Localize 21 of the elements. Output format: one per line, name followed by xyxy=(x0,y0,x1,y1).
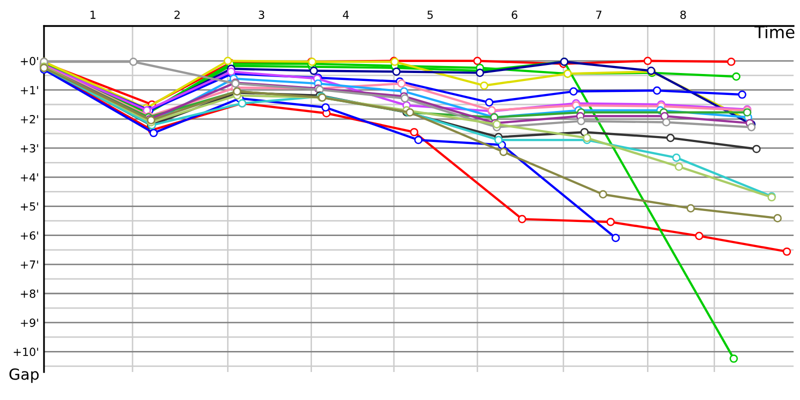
x-tick-label: 7 xyxy=(596,10,602,19)
y-tick-label: +4' xyxy=(20,173,38,182)
x-tick-label: 2 xyxy=(174,10,180,19)
y-tick-label: +1' xyxy=(20,86,38,94)
y-tick-label: +8' xyxy=(20,289,38,298)
x-tick-label: 8 xyxy=(680,10,686,19)
x-tick-label: 4 xyxy=(342,10,349,19)
y-tick-label: +2' xyxy=(20,115,38,124)
x-tick-label: 5 xyxy=(428,10,433,19)
x-tick-label: 3 xyxy=(258,10,264,19)
x-axis-title: Time xyxy=(754,25,794,38)
y-tick-label: +6' xyxy=(20,231,38,240)
y-tick-label: +9' xyxy=(20,318,38,327)
y-tick-label: +10' xyxy=(14,348,38,356)
y-tick-label: +3' xyxy=(20,144,38,152)
y-tick-label: +0' xyxy=(20,56,38,66)
y-axis-title: Gap xyxy=(9,368,39,383)
x-tick-label: 6 xyxy=(512,10,518,19)
x-tick-label: 1 xyxy=(90,10,96,19)
y-tick-label: +7' xyxy=(20,260,38,269)
y-tick-label: +5' xyxy=(20,202,38,211)
